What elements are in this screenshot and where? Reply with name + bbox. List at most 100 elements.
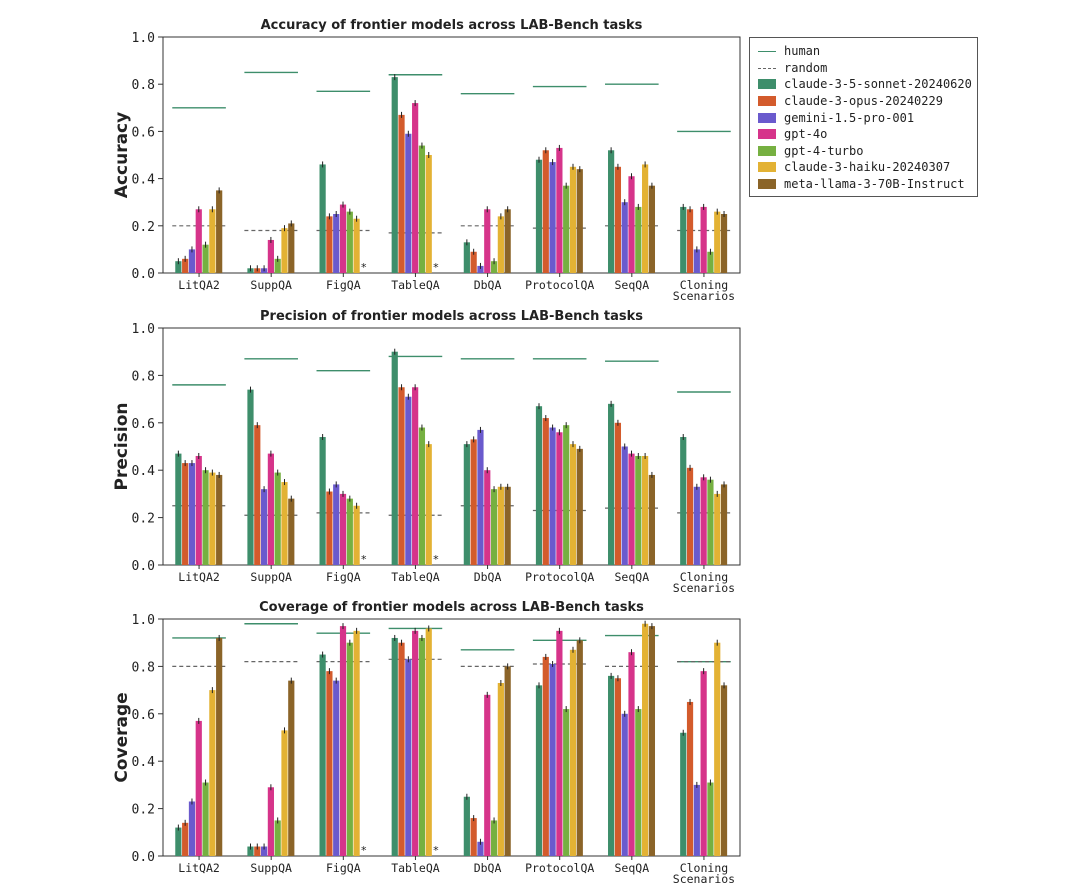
x-tick-label: Cloning Scenarios: [673, 570, 735, 595]
bar: [425, 155, 432, 273]
legend-swatch-model: [758, 96, 776, 107]
bar: [195, 455, 202, 565]
bar: [707, 479, 714, 565]
bar: [412, 387, 419, 565]
y-axis-label: Coverage: [112, 692, 132, 782]
bar: [497, 486, 504, 565]
x-tick-label: FigQA: [326, 570, 361, 584]
bar: [569, 444, 577, 565]
bar: [333, 680, 340, 856]
bar: [405, 396, 412, 565]
y-tick-label: 0.8: [132, 660, 155, 675]
bar: [700, 477, 707, 565]
bar: [398, 387, 405, 565]
legend-label-model: gemini-1.5-pro-001: [784, 110, 915, 125]
bar: [680, 437, 687, 565]
legend-item-random: random: [758, 60, 977, 77]
x-tick-label: ProtocolQA: [525, 278, 594, 292]
bar: [693, 486, 700, 565]
bar: [202, 244, 209, 273]
bar: [490, 261, 498, 273]
bar: [477, 265, 484, 273]
plot-frame: [162, 327, 741, 566]
bar: [556, 147, 563, 273]
missing-marker: *: [433, 844, 439, 857]
bar: [391, 637, 398, 856]
bar: [621, 713, 628, 856]
y-tick-label: 0.4: [132, 464, 156, 479]
bar: [326, 216, 333, 273]
x-tick-label: ProtocolQA: [525, 861, 594, 875]
x-tick-label: SuppQA: [250, 861, 292, 875]
legend-label-random: random: [784, 60, 828, 75]
bar: [576, 640, 583, 856]
legend-label-model: claude-3-5-sonnet-20240620: [784, 77, 972, 92]
bar: [470, 818, 477, 856]
x-tick-label: FigQA: [326, 278, 361, 292]
bar: [188, 249, 196, 273]
bar: [418, 427, 426, 565]
bar: [267, 787, 274, 856]
legend-swatch-model: [758, 79, 776, 90]
bar: [260, 489, 268, 565]
bar: [497, 682, 504, 856]
legend-swatch-random: [758, 63, 776, 73]
legend-item-model: gpt-4o: [758, 126, 977, 143]
bar: [477, 841, 484, 856]
bar: [563, 185, 570, 273]
x-tick-label: SuppQA: [250, 570, 292, 584]
bar: [707, 251, 714, 273]
missing-marker: *: [433, 261, 439, 274]
bar: [195, 209, 202, 273]
bar: [398, 114, 405, 273]
bar: [391, 351, 398, 565]
bar: [339, 204, 347, 273]
bar: [326, 671, 333, 856]
bar: [720, 484, 728, 565]
legend-item-model: gpt-4-turbo: [758, 143, 977, 160]
y-tick-label: 0.6: [132, 417, 155, 432]
legend-item-model: claude-3-5-sonnet-20240620: [758, 76, 977, 93]
bar: [209, 209, 216, 273]
bar: [319, 164, 326, 273]
bar: [470, 439, 477, 565]
bar: [535, 685, 543, 856]
bar: [648, 185, 656, 273]
y-tick-label: 0.6: [132, 708, 155, 723]
bar: [470, 251, 477, 273]
bar: [714, 493, 721, 565]
y-tick-label: 0.2: [132, 220, 155, 235]
x-tick-label: ProtocolQA: [525, 570, 594, 584]
bar: [260, 846, 268, 856]
y-tick-label: 0.0: [132, 559, 155, 574]
bar: [353, 505, 360, 565]
bar: [339, 493, 347, 565]
y-tick-label: 0.2: [132, 803, 155, 818]
x-tick-label: DbQA: [474, 278, 502, 292]
legend-label-model: gpt-4-turbo: [784, 143, 864, 158]
bar: [720, 685, 728, 856]
bar: [254, 846, 261, 856]
bar: [418, 145, 426, 273]
bar: [642, 164, 649, 273]
legend-item-human: human: [758, 43, 977, 60]
bar: [535, 159, 543, 273]
bar: [412, 103, 419, 273]
bar: [288, 680, 295, 856]
bar: [569, 649, 577, 856]
legend-item-model: meta-llama-3-70B-Instruct: [758, 176, 977, 193]
bar: [556, 630, 563, 856]
bar: [274, 258, 281, 273]
bar: [288, 223, 295, 273]
bar: [576, 169, 583, 273]
bar: [504, 486, 511, 565]
bar: [693, 249, 700, 273]
x-tick-label: DbQA: [474, 861, 502, 875]
x-tick-label: TableQA: [391, 861, 440, 875]
legend-label-model: gpt-4o: [784, 127, 828, 142]
bar: [608, 403, 615, 565]
bar: [182, 258, 189, 273]
bar: [216, 190, 223, 273]
x-tick-label: TableQA: [391, 278, 440, 292]
